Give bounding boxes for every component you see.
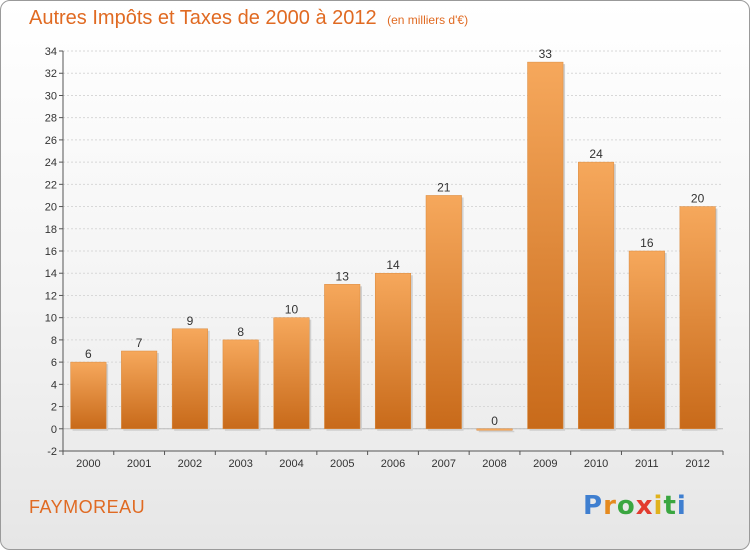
y-tick-label: 0 xyxy=(51,424,57,436)
y-tick-label: 18 xyxy=(45,224,57,236)
y-tick-label: 14 xyxy=(45,268,57,280)
data-label: 8 xyxy=(237,325,244,339)
bar xyxy=(679,206,716,430)
data-label: 24 xyxy=(589,147,603,161)
labels: -202468101214161820222426283032346200072… xyxy=(45,46,710,470)
data-label: 10 xyxy=(285,303,299,317)
data-label: 7 xyxy=(136,336,143,350)
bar xyxy=(527,61,564,430)
x-tick-label: 2003 xyxy=(228,458,252,470)
data-label: 14 xyxy=(386,258,400,272)
bar-shadow xyxy=(478,430,515,433)
x-tick-label: 2012 xyxy=(685,458,709,470)
bar xyxy=(171,328,208,430)
logo-letter: o xyxy=(616,491,636,521)
x-tick-label: 2007 xyxy=(432,458,456,470)
bar xyxy=(425,195,462,430)
chart-title: Autres Impôts et Taxes de 2000 à 2012 xyxy=(29,7,377,29)
bar xyxy=(476,428,513,431)
y-tick-label: 10 xyxy=(45,313,57,325)
x-tick-label: 2000 xyxy=(76,458,100,470)
commune-name: FAYMOREAU xyxy=(29,497,146,517)
y-tick-label: 26 xyxy=(45,135,57,147)
y-tick-label: 2 xyxy=(51,402,57,414)
x-tick-label: 2008 xyxy=(482,458,506,470)
data-label: 0 xyxy=(491,414,498,428)
y-tick-label: 20 xyxy=(45,202,57,214)
data-label: 6 xyxy=(85,347,92,361)
y-tick-label: 8 xyxy=(51,335,57,347)
x-tick-label: 2009 xyxy=(533,458,557,470)
x-tick-label: 2004 xyxy=(279,458,303,470)
bar xyxy=(324,284,361,430)
data-label: 33 xyxy=(539,47,553,61)
data-label: 16 xyxy=(640,236,654,250)
logo-letter: t xyxy=(663,491,677,521)
logo-letter: i xyxy=(653,491,664,521)
bar xyxy=(374,272,412,430)
y-tick-label: 30 xyxy=(45,90,57,102)
data-label: 13 xyxy=(336,269,350,283)
chart-subtitle: (en milliers d'€) xyxy=(387,13,469,27)
y-tick-label: 12 xyxy=(45,290,57,302)
bar xyxy=(628,250,665,430)
logo-letter: P xyxy=(583,491,604,521)
bar xyxy=(121,350,158,430)
data-label: 9 xyxy=(187,314,194,328)
y-tick-label: 22 xyxy=(45,179,57,191)
y-tick-label: 4 xyxy=(51,379,57,391)
y-tick-label: 32 xyxy=(45,68,57,80)
title-row: Autres Impôts et Taxes de 2000 à 2012 (e… xyxy=(29,7,468,30)
logo-letter: i xyxy=(676,491,687,521)
y-tick-label: -2 xyxy=(47,446,57,458)
y-tick-label: 34 xyxy=(45,46,57,58)
y-tick-label: 28 xyxy=(45,113,57,125)
data-label: 20 xyxy=(691,192,705,206)
bar xyxy=(222,339,259,430)
y-tick-label: 24 xyxy=(45,157,57,169)
logo-letter: x xyxy=(635,491,654,521)
data-label: 21 xyxy=(437,180,451,194)
proxiti-logo: Proxiti xyxy=(583,491,687,521)
x-tick-label: 2001 xyxy=(127,458,151,470)
logo-letter: r xyxy=(603,491,617,521)
bar xyxy=(578,161,615,430)
bar xyxy=(273,317,310,430)
bar xyxy=(70,361,107,430)
axes xyxy=(59,50,724,455)
x-tick-label: 2002 xyxy=(178,458,202,470)
bars xyxy=(70,61,718,433)
x-tick-label: 2010 xyxy=(584,458,608,470)
y-tick-label: 6 xyxy=(51,357,57,369)
y-tick-label: 16 xyxy=(45,246,57,258)
x-tick-label: 2011 xyxy=(635,458,659,470)
x-tick-label: 2005 xyxy=(330,458,354,470)
x-tick-label: 2006 xyxy=(381,458,405,470)
